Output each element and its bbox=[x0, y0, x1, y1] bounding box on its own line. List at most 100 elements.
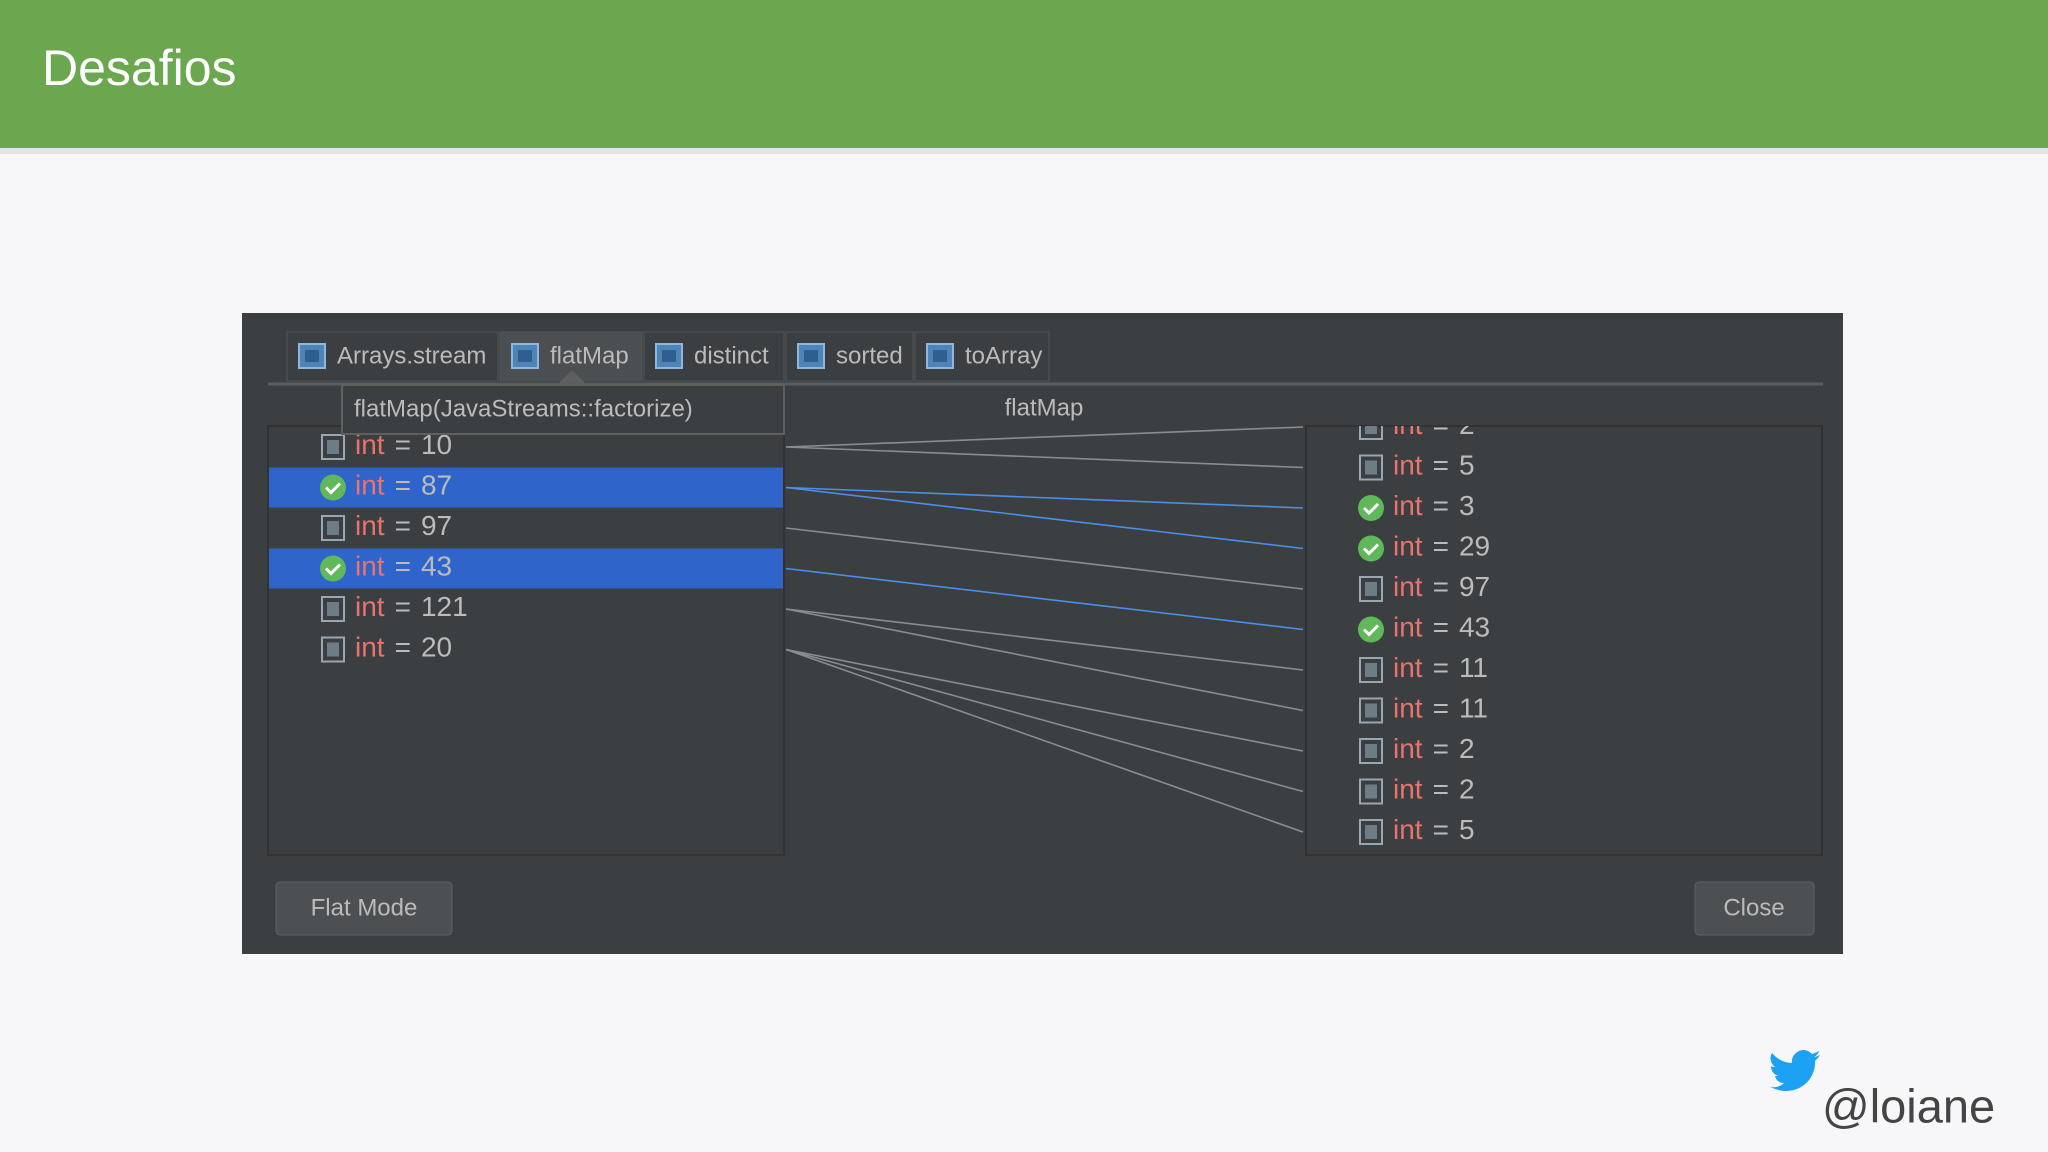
row-text[interactable]: int = 3 bbox=[1393, 490, 1475, 521]
header-bar bbox=[0, 0, 2048, 148]
check-mark bbox=[324, 563, 342, 576]
row-text[interactable]: int = 29 bbox=[1393, 531, 1490, 562]
type-keyword: int bbox=[355, 510, 385, 541]
tab-label[interactable]: flatMap bbox=[550, 342, 629, 369]
value: 2 bbox=[1459, 733, 1475, 764]
value-icon bbox=[321, 515, 345, 541]
value-icon bbox=[1359, 738, 1383, 764]
row-highlight bbox=[269, 467, 783, 508]
tab-icon-inner bbox=[305, 350, 319, 362]
value-icon-bits bbox=[327, 602, 339, 616]
value-icon-bits bbox=[1365, 825, 1377, 839]
type-keyword: int bbox=[1393, 490, 1423, 521]
value: 20 bbox=[421, 632, 452, 663]
type-keyword: int bbox=[355, 470, 385, 501]
value-icon bbox=[1359, 426, 1383, 440]
value: 11 bbox=[1459, 693, 1488, 724]
equals: = bbox=[1433, 652, 1449, 683]
tab-label[interactable]: Arrays.stream bbox=[337, 342, 486, 369]
check-icon bbox=[1358, 495, 1384, 521]
value-icon-bits bbox=[1365, 663, 1377, 677]
tab-label[interactable]: sorted bbox=[836, 342, 903, 369]
equals: = bbox=[1433, 490, 1449, 521]
header-title: Desafios bbox=[42, 40, 237, 96]
value: 97 bbox=[1459, 571, 1490, 602]
close-button[interactable] bbox=[1694, 881, 1815, 936]
value-icon bbox=[321, 434, 345, 460]
row-text[interactable]: int = 11 bbox=[1393, 693, 1488, 724]
panel-title: flatMap bbox=[1005, 394, 1084, 421]
row-text[interactable]: int = 121 bbox=[355, 591, 468, 622]
tooltip: flatMap(JavaStreams::factorize) bbox=[341, 384, 785, 435]
type-keyword: int bbox=[1393, 814, 1423, 845]
row-text[interactable]: int = 97 bbox=[1393, 571, 1490, 602]
row-text[interactable]: int = 20 bbox=[355, 632, 452, 663]
equals: = bbox=[1433, 531, 1449, 562]
value: 3 bbox=[1459, 490, 1475, 521]
row-text[interactable]: int = 5 bbox=[1393, 450, 1475, 481]
row-text[interactable]: int = 43 bbox=[355, 551, 452, 582]
check-icon bbox=[1358, 535, 1384, 562]
type-keyword: int bbox=[355, 591, 385, 622]
connection-line bbox=[785, 446, 1304, 469]
row-text[interactable]: int = 87 bbox=[355, 470, 452, 501]
tab-pointer bbox=[558, 370, 586, 384]
close-label[interactable]: Close bbox=[1723, 894, 1784, 921]
tab-label[interactable]: toArray bbox=[965, 342, 1042, 369]
type-keyword: int bbox=[1393, 571, 1423, 602]
row-text[interactable]: int = 5 bbox=[1393, 814, 1475, 845]
value-icon bbox=[1359, 454, 1383, 481]
flat-mode-label[interactable]: Flat Mode bbox=[311, 894, 418, 921]
equals: = bbox=[395, 429, 411, 460]
equals: = bbox=[395, 591, 411, 622]
type-keyword: int bbox=[1393, 612, 1423, 643]
value-icon-bits bbox=[1365, 744, 1377, 758]
type-keyword: int bbox=[1393, 450, 1423, 481]
row-text[interactable]: int = 2 bbox=[1393, 733, 1475, 764]
check-icon bbox=[320, 474, 346, 501]
equals: = bbox=[1433, 450, 1449, 481]
tab-label[interactable]: distinct bbox=[694, 342, 769, 369]
flat-mode-button[interactable] bbox=[275, 881, 453, 936]
check-icon bbox=[320, 555, 346, 582]
tab-icon-inner bbox=[518, 350, 532, 362]
equals: = bbox=[395, 470, 411, 501]
value: 29 bbox=[1459, 531, 1490, 562]
equals: = bbox=[1433, 774, 1449, 805]
check-mark bbox=[1362, 502, 1380, 516]
value-icon-bits bbox=[1365, 784, 1377, 799]
right-panel bbox=[1305, 425, 1823, 856]
value-icon bbox=[1359, 778, 1383, 805]
value: 5 bbox=[1459, 450, 1475, 481]
tab-bar: Arrays.stream flatMap distinct sorted toArra… bbox=[286, 331, 1050, 384]
value-icon-bits bbox=[1365, 582, 1377, 596]
row-text[interactable]: int = 2 bbox=[1393, 774, 1475, 805]
value-icon-bits bbox=[1365, 460, 1377, 475]
equals: = bbox=[1433, 612, 1449, 643]
value-icon-bits bbox=[327, 521, 339, 535]
row-text[interactable]: int = 11 bbox=[1393, 652, 1488, 683]
connections bbox=[785, 426, 1304, 833]
equals: = bbox=[1433, 571, 1449, 602]
twitter-handle: @loiane bbox=[1822, 1079, 1995, 1132]
connection-line bbox=[785, 567, 1304, 631]
header-shadow bbox=[0, 148, 2048, 154]
type-keyword: int bbox=[355, 632, 385, 663]
value-icon-bits bbox=[1365, 703, 1377, 718]
type-keyword: int bbox=[1393, 693, 1423, 724]
value: 2 bbox=[1459, 409, 1475, 440]
type-keyword: int bbox=[1393, 652, 1423, 683]
connection-line bbox=[785, 648, 1304, 752]
check-mark bbox=[324, 482, 342, 495]
value-icon-bits bbox=[327, 642, 339, 657]
connection-line bbox=[785, 486, 1304, 509]
row-text[interactable]: int = 97 bbox=[355, 510, 452, 541]
equals: = bbox=[395, 510, 411, 541]
row-text[interactable]: int = 2 bbox=[1393, 409, 1475, 440]
equals: = bbox=[395, 551, 411, 582]
check-icon bbox=[1358, 616, 1384, 643]
row-text[interactable]: int = 43 bbox=[1393, 612, 1490, 643]
right-list: int=2int=5int=3int=29int=97int=43int=11i… bbox=[1358, 409, 1490, 845]
value: 2 bbox=[1459, 774, 1475, 805]
